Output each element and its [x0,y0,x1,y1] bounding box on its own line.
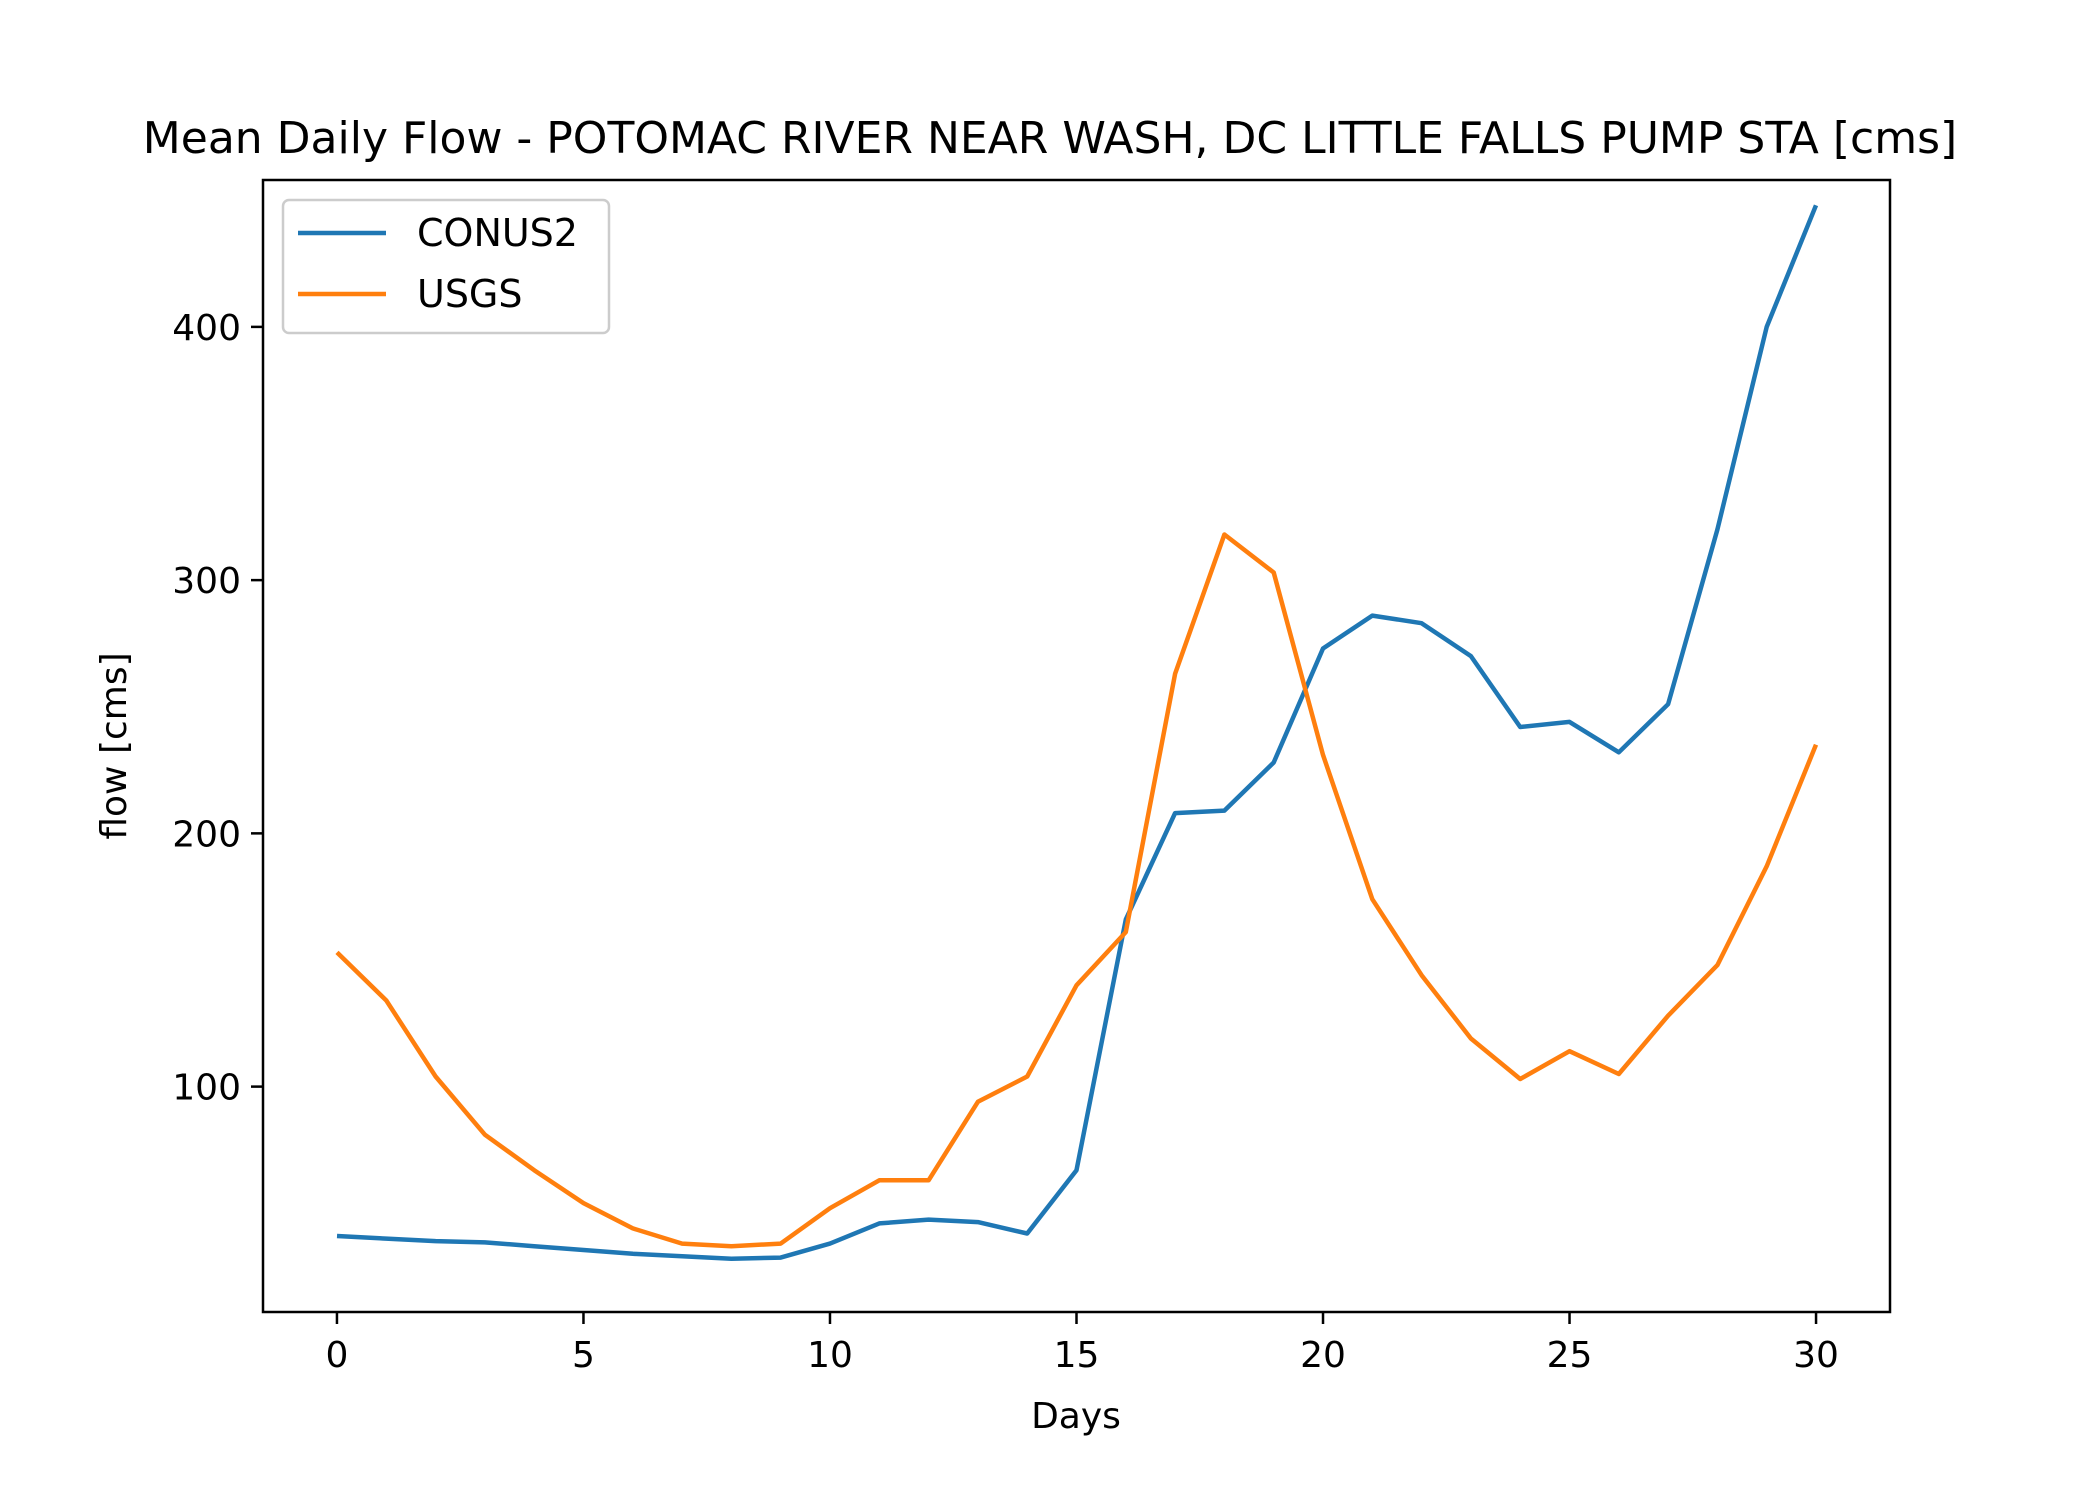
chart-title: Mean Daily Flow - POTOMAC RIVER NEAR WAS… [143,113,1957,164]
plot-frame [261,178,1892,1314]
x-tick-label-15: 15 [1054,1335,1100,1376]
x-tick-label-5: 5 [572,1335,595,1376]
y-axis-label: flow [cms] [94,652,135,839]
y-tick-label-100: 100 [172,1068,241,1109]
legend: CONUS2 USGS [281,198,611,335]
y-tick-label-300: 300 [172,561,241,602]
x-tick-label-20: 20 [1300,1335,1346,1376]
x-tick-label-30: 30 [1793,1335,1839,1376]
legend-label-conus2: CONUS2 [417,211,578,255]
x-tick-label-25: 25 [1547,1335,1593,1376]
plot-area [263,180,1890,1312]
x-axis-label: Days [1031,1396,1121,1437]
legend-label-usgs: USGS [417,272,523,316]
x-axis: 0 5 10 15 20 25 30 [326,1312,1839,1376]
series-line-usgs [335,532,1819,1249]
y-tick-label-200: 200 [172,814,241,855]
y-tick-label-400: 400 [172,308,241,349]
series-line-conus2 [336,204,1819,1262]
y-axis: 100 200 300 400 [172,308,263,1109]
x-tick-label-0: 0 [326,1335,349,1376]
series-layer [335,204,1819,1262]
x-tick-label-10: 10 [807,1335,853,1376]
